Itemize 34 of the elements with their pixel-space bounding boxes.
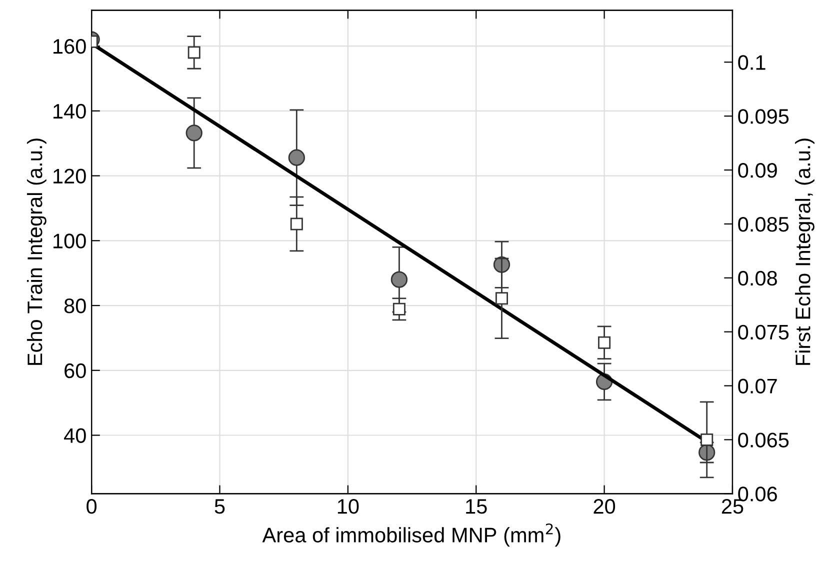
x-tick-label: 5 (214, 499, 225, 514)
x-tick-label: 15 (466, 499, 487, 514)
point (496, 292, 508, 305)
point (700, 433, 714, 446)
y2-tick-label: 0.08 (738, 270, 777, 286)
y-axis-title: Echo Train Integral (a.u.) (26, 138, 46, 365)
y2-axis-title: First Echo Integral, (a.u.) (795, 138, 814, 365)
y-tick-label: 140 (54, 104, 86, 119)
point (290, 218, 303, 230)
y2-tick-label: 0.09 (738, 163, 777, 178)
x-axis-title: Area of immobilised MNP (mm$^{2}$) (262, 523, 560, 547)
y2-tick-label: 0.085 (738, 216, 789, 232)
y-tick-label: 120 (54, 168, 86, 184)
point (186, 124, 202, 142)
y-tick-label: 100 (54, 234, 86, 248)
y2-tick-label: 0.065 (738, 432, 789, 448)
y2-tick-label: 0.06 (738, 486, 777, 502)
point (390, 271, 408, 288)
x-tick-label: 20 (594, 499, 616, 514)
x-tick-label: 0 (86, 499, 97, 514)
y-tick-label: 80 (64, 298, 86, 314)
y2-tick-label: 0.1 (738, 55, 766, 70)
x-tick-label: 25 (722, 499, 744, 514)
point (392, 302, 406, 316)
point (598, 336, 611, 349)
y-tick-label: 160 (54, 39, 86, 54)
y-tick-label: 60 (64, 363, 86, 378)
y-tick-label: 40 (64, 428, 86, 444)
point (188, 46, 200, 59)
point (288, 149, 305, 166)
y2-tick-label: 0.095 (738, 109, 789, 124)
x-tick-label: 10 (338, 499, 359, 514)
y2-tick-label: 0.07 (738, 378, 777, 394)
y2-tick-label: 0.075 (738, 324, 789, 340)
